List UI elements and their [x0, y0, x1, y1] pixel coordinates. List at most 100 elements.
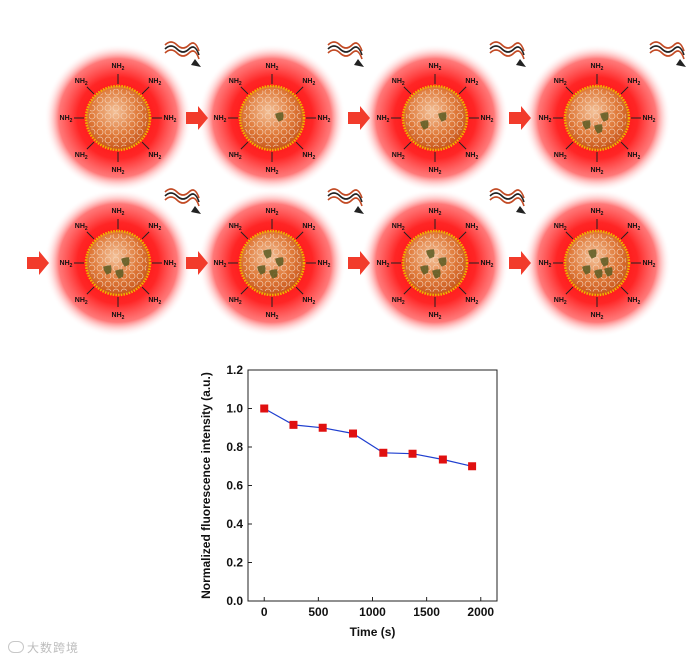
amine-chain: [458, 86, 467, 95]
light-irradiation-icon: [327, 188, 364, 214]
amine-label: NH2: [429, 167, 442, 176]
quencher-stain: [426, 249, 435, 259]
amine-label: NH2: [214, 260, 227, 269]
x-axis-ticks: 0 500 1000 1500 2000: [261, 597, 494, 619]
process-arrows: [27, 41, 686, 275]
quencher-stain: [263, 249, 272, 259]
nanoparticle: NH2 NH2 NH2 NH2 NH2 NH2 NH2 NH2: [361, 44, 509, 192]
quencher-stain: [588, 249, 597, 259]
quencher-stain: [438, 112, 447, 122]
amine-label: NH2: [591, 312, 604, 321]
amine-label: NH2: [112, 208, 125, 217]
y-tick-label: 0.8: [226, 440, 243, 454]
quencher-stain: [269, 269, 278, 279]
series-line: [263, 407, 473, 467]
nanoparticle: NH2 NH2 NH2 NH2 NH2 NH2 NH2 NH2: [44, 189, 192, 337]
amine-chain: [565, 141, 574, 150]
amine-label: NH2: [60, 115, 73, 124]
amine-label: NH2: [627, 223, 640, 232]
amine-label: NH2: [112, 167, 125, 176]
quencher-stain: [600, 257, 609, 267]
data-point: [349, 429, 358, 438]
amine-chain: [458, 231, 467, 240]
y-tick-label: 0.2: [226, 556, 243, 570]
amine-chain: [403, 231, 412, 240]
x-tick-label: 0: [261, 605, 268, 619]
amine-label: NH2: [591, 167, 604, 176]
amine-label: NH2: [229, 152, 242, 161]
amine-label: NH2: [392, 78, 405, 87]
amine-chain: [240, 86, 249, 95]
quencher-stain: [432, 269, 441, 279]
amine-label: NH2: [643, 115, 656, 124]
nanoparticle: NH2 NH2 NH2 NH2 NH2 NH2 NH2 NH2: [361, 189, 509, 337]
quencher-stain: [594, 269, 603, 279]
amine-label: NH2: [266, 312, 279, 321]
quencher-stain: [604, 267, 613, 277]
amine-chain: [620, 141, 629, 150]
quencher-stain: [275, 257, 284, 267]
porous-mesh: [406, 234, 464, 292]
amine-label: NH2: [591, 63, 604, 72]
amine-label: NH2: [75, 78, 88, 87]
amine-label: NH2: [554, 297, 567, 306]
amine-chain: [620, 231, 629, 240]
amine-label: NH2: [627, 78, 640, 87]
porous-mesh: [243, 234, 301, 292]
watermark-logo-icon: [8, 641, 24, 653]
quencher-stain: [257, 265, 266, 275]
amine-label: NH2: [429, 312, 442, 321]
porous-mesh: [89, 234, 147, 292]
amine-label: NH2: [377, 115, 390, 124]
amine-chain: [403, 86, 412, 95]
process-arrow-icon: [186, 106, 208, 130]
y-tick-label: 1.2: [226, 363, 243, 377]
porous-mesh: [243, 89, 301, 147]
amine-chain: [565, 86, 574, 95]
amine-label: NH2: [429, 63, 442, 72]
amine-label: NH2: [429, 208, 442, 217]
amine-label: NH2: [392, 297, 405, 306]
process-arrow-icon: [186, 251, 208, 275]
amine-label: NH2: [318, 260, 331, 269]
amine-chain: [620, 286, 629, 295]
amine-label: NH2: [266, 167, 279, 176]
amine-label: NH2: [148, 223, 161, 232]
fluorescence-chart: 0.0 0.2 0.4 0.6 0.8 1.0 1.2 0 500 1000 1500 2000 T…: [199, 363, 498, 639]
amine-label: NH2: [591, 208, 604, 217]
watermark-text: 大数跨境: [27, 641, 80, 655]
amine-label: NH2: [643, 260, 656, 269]
quencher-stain: [600, 112, 609, 122]
amine-chain: [295, 231, 304, 240]
amine-label: NH2: [164, 115, 177, 124]
quencher-stain: [582, 120, 591, 130]
amine-label: NH2: [148, 152, 161, 161]
porous-mesh: [568, 234, 626, 292]
amine-label: NH2: [465, 223, 478, 232]
amine-label: NH2: [481, 115, 494, 124]
amine-label: NH2: [627, 152, 640, 161]
quencher-stain: [438, 257, 447, 267]
y-tick-label: 0.6: [226, 479, 243, 493]
amine-chain: [565, 286, 574, 295]
quencher-stain: [594, 124, 603, 134]
quencher-stain: [115, 269, 124, 279]
light-irradiation-icon: [489, 41, 526, 67]
amine-label: NH2: [377, 260, 390, 269]
process-arrow-icon: [27, 251, 49, 275]
process-arrow-icon: [509, 251, 531, 275]
amine-label: NH2: [112, 312, 125, 321]
amine-label: NH2: [302, 223, 315, 232]
amine-chain: [295, 286, 304, 295]
data-point: [289, 420, 298, 429]
amine-label: NH2: [164, 260, 177, 269]
amine-label: NH2: [75, 152, 88, 161]
amine-label: NH2: [229, 78, 242, 87]
x-tick-label: 1000: [359, 605, 386, 619]
nanoparticle: NH2 NH2 NH2 NH2 NH2 NH2 NH2 NH2: [198, 44, 346, 192]
quencher-stain: [420, 120, 429, 130]
amine-chain: [86, 86, 95, 95]
amine-chain: [86, 141, 95, 150]
amine-chain: [86, 231, 95, 240]
